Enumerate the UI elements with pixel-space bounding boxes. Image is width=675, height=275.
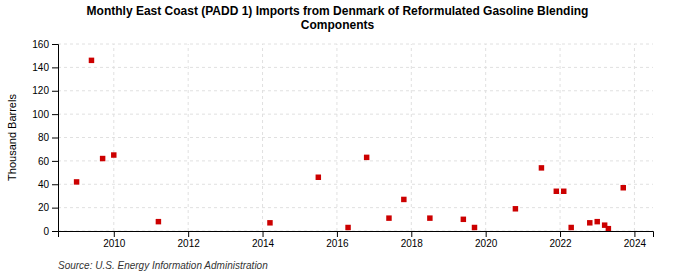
x-tick-label: 2010 — [103, 238, 126, 249]
x-tick-label: 2018 — [401, 238, 424, 249]
point — [472, 225, 477, 230]
point — [539, 165, 544, 170]
y-tick-label: 140 — [32, 62, 49, 73]
y-tick-mark — [52, 138, 58, 139]
x-tick-mark — [263, 231, 264, 237]
x-grid-line — [560, 44, 561, 231]
y-grid-line — [58, 137, 653, 138]
point — [401, 197, 406, 202]
y-grid-line — [58, 207, 653, 208]
x-tick-mark — [486, 231, 487, 237]
x-tick: 2018 — [401, 231, 424, 249]
y-grid-line — [58, 67, 653, 68]
y-grid-line — [58, 90, 653, 91]
point — [621, 185, 626, 190]
x-tick-label: 2016 — [326, 238, 349, 249]
y-tick: 60 — [38, 156, 58, 167]
point — [568, 225, 573, 230]
y-tick-mark — [52, 231, 58, 232]
y-tick: 140 — [32, 62, 58, 73]
point — [316, 174, 321, 179]
source: Source: U.S. Energy Information Administ… — [58, 260, 268, 271]
x-axis-line — [59, 232, 654, 238]
point — [386, 215, 391, 220]
x-tick-label: 2024 — [624, 238, 647, 249]
grid — [58, 44, 653, 231]
x-grid-line — [411, 44, 412, 231]
x-tick: 2010 — [103, 231, 126, 249]
y-tick-mark — [52, 67, 58, 68]
y-tick: 100 — [32, 109, 58, 120]
y-tick-mark — [52, 184, 58, 185]
x-tick: 2024 — [624, 231, 647, 249]
point — [156, 219, 161, 224]
y-axis: 0 20 40 60 80 100 120 140 160 — [32, 39, 58, 237]
point — [74, 179, 79, 184]
point — [587, 220, 592, 225]
y-tick-mark — [52, 114, 58, 115]
y-tick-label: 40 — [38, 179, 50, 190]
point — [345, 225, 350, 230]
x-tick: 2022 — [549, 231, 572, 249]
y-tick: 120 — [32, 85, 58, 96]
point — [554, 189, 559, 194]
title: Monthly East Coast (PADD 1) Imports from… — [87, 4, 589, 32]
y-tick-mark — [52, 44, 58, 45]
point — [100, 156, 105, 161]
point — [561, 189, 566, 194]
x-tick-mark — [560, 231, 561, 237]
y-axis-line — [52, 45, 59, 232]
x-tick-mark — [114, 231, 115, 237]
x-tick: 2020 — [475, 231, 498, 249]
y-tick-label: 60 — [38, 156, 50, 167]
chart: 2010 2012 2014 2016 2018 2020 2022 2024 0 20 40 60 8… — [0, 0, 675, 275]
x-tick-label: 2014 — [252, 238, 275, 249]
y-tick-label: 20 — [38, 202, 50, 213]
y-tick: 0 — [43, 226, 58, 237]
y-axis-title: Thousand Barrels — [6, 94, 18, 181]
point — [594, 219, 599, 224]
point — [461, 217, 466, 222]
y-tick-label: 160 — [32, 39, 49, 50]
x-tick-mark — [634, 231, 635, 237]
y-grid-line — [58, 160, 653, 161]
y-grid-line — [58, 184, 653, 185]
x-grid-line — [188, 44, 189, 231]
y-tick: 80 — [38, 132, 58, 143]
point — [89, 58, 94, 63]
point — [427, 215, 432, 220]
point — [111, 152, 116, 157]
y-tick: 160 — [32, 39, 58, 50]
x-axis: 2010 2012 2014 2016 2018 2020 2022 2024 — [59, 231, 654, 249]
y-tick: 40 — [38, 179, 58, 190]
y-tick: 20 — [38, 202, 58, 213]
y-grid-line — [58, 44, 653, 45]
x-tick-label: 2020 — [475, 238, 498, 249]
x-tick-label: 2012 — [178, 238, 201, 249]
y-tick-label: 80 — [38, 132, 50, 143]
y-tick-label: 120 — [32, 85, 49, 96]
x-tick-mark — [188, 231, 189, 237]
point — [513, 206, 518, 211]
x-tick: 2016 — [326, 231, 349, 249]
x-tick-mark — [411, 231, 412, 237]
point — [267, 220, 272, 225]
x-tick-label: 2022 — [549, 238, 572, 249]
point — [364, 155, 369, 160]
y-tick-mark — [52, 161, 58, 162]
y-tick-label: 100 — [32, 109, 49, 120]
point — [606, 226, 611, 231]
x-tick: 2012 — [178, 231, 201, 249]
x-tick-mark — [337, 231, 338, 237]
x-tick: 2014 — [252, 231, 275, 249]
y-tick-mark — [52, 91, 58, 92]
points — [74, 58, 626, 231]
y-tick-label: 0 — [43, 226, 49, 237]
y-grid-line — [58, 114, 653, 115]
y-tick-mark — [52, 208, 58, 209]
